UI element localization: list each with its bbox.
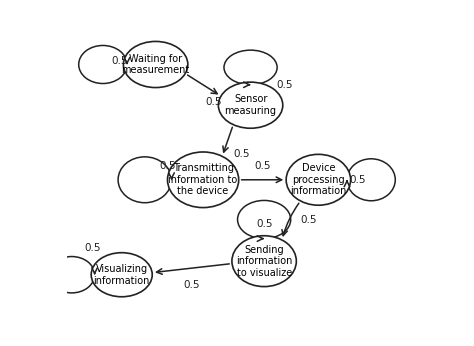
Text: 0.5: 0.5 — [159, 161, 176, 171]
Ellipse shape — [232, 236, 296, 286]
Text: Device
processing
information: Device processing information — [290, 163, 346, 197]
Text: 0.5: 0.5 — [300, 216, 317, 226]
Text: 0.5: 0.5 — [256, 219, 273, 229]
Ellipse shape — [91, 253, 152, 297]
Text: Sensor
measuring: Sensor measuring — [225, 94, 276, 116]
Text: 0.5: 0.5 — [233, 149, 249, 159]
Ellipse shape — [219, 82, 283, 128]
Text: 0.5: 0.5 — [349, 175, 365, 185]
Text: 0.5: 0.5 — [112, 56, 128, 66]
Text: 0.5: 0.5 — [184, 280, 201, 290]
Ellipse shape — [123, 42, 188, 88]
Text: Sending
information
to visualize: Sending information to visualize — [236, 245, 292, 278]
Text: 0.5: 0.5 — [276, 80, 293, 90]
Text: Visualizing
information: Visualizing information — [93, 264, 150, 285]
Text: Transmitting
information to
the device: Transmitting information to the device — [168, 163, 238, 197]
Text: 0.5: 0.5 — [205, 97, 221, 107]
Text: Waiting for
measurement: Waiting for measurement — [121, 54, 190, 75]
Text: 0.5: 0.5 — [254, 161, 271, 171]
Ellipse shape — [286, 154, 351, 205]
Ellipse shape — [167, 152, 239, 208]
Text: 0.5: 0.5 — [85, 243, 101, 253]
